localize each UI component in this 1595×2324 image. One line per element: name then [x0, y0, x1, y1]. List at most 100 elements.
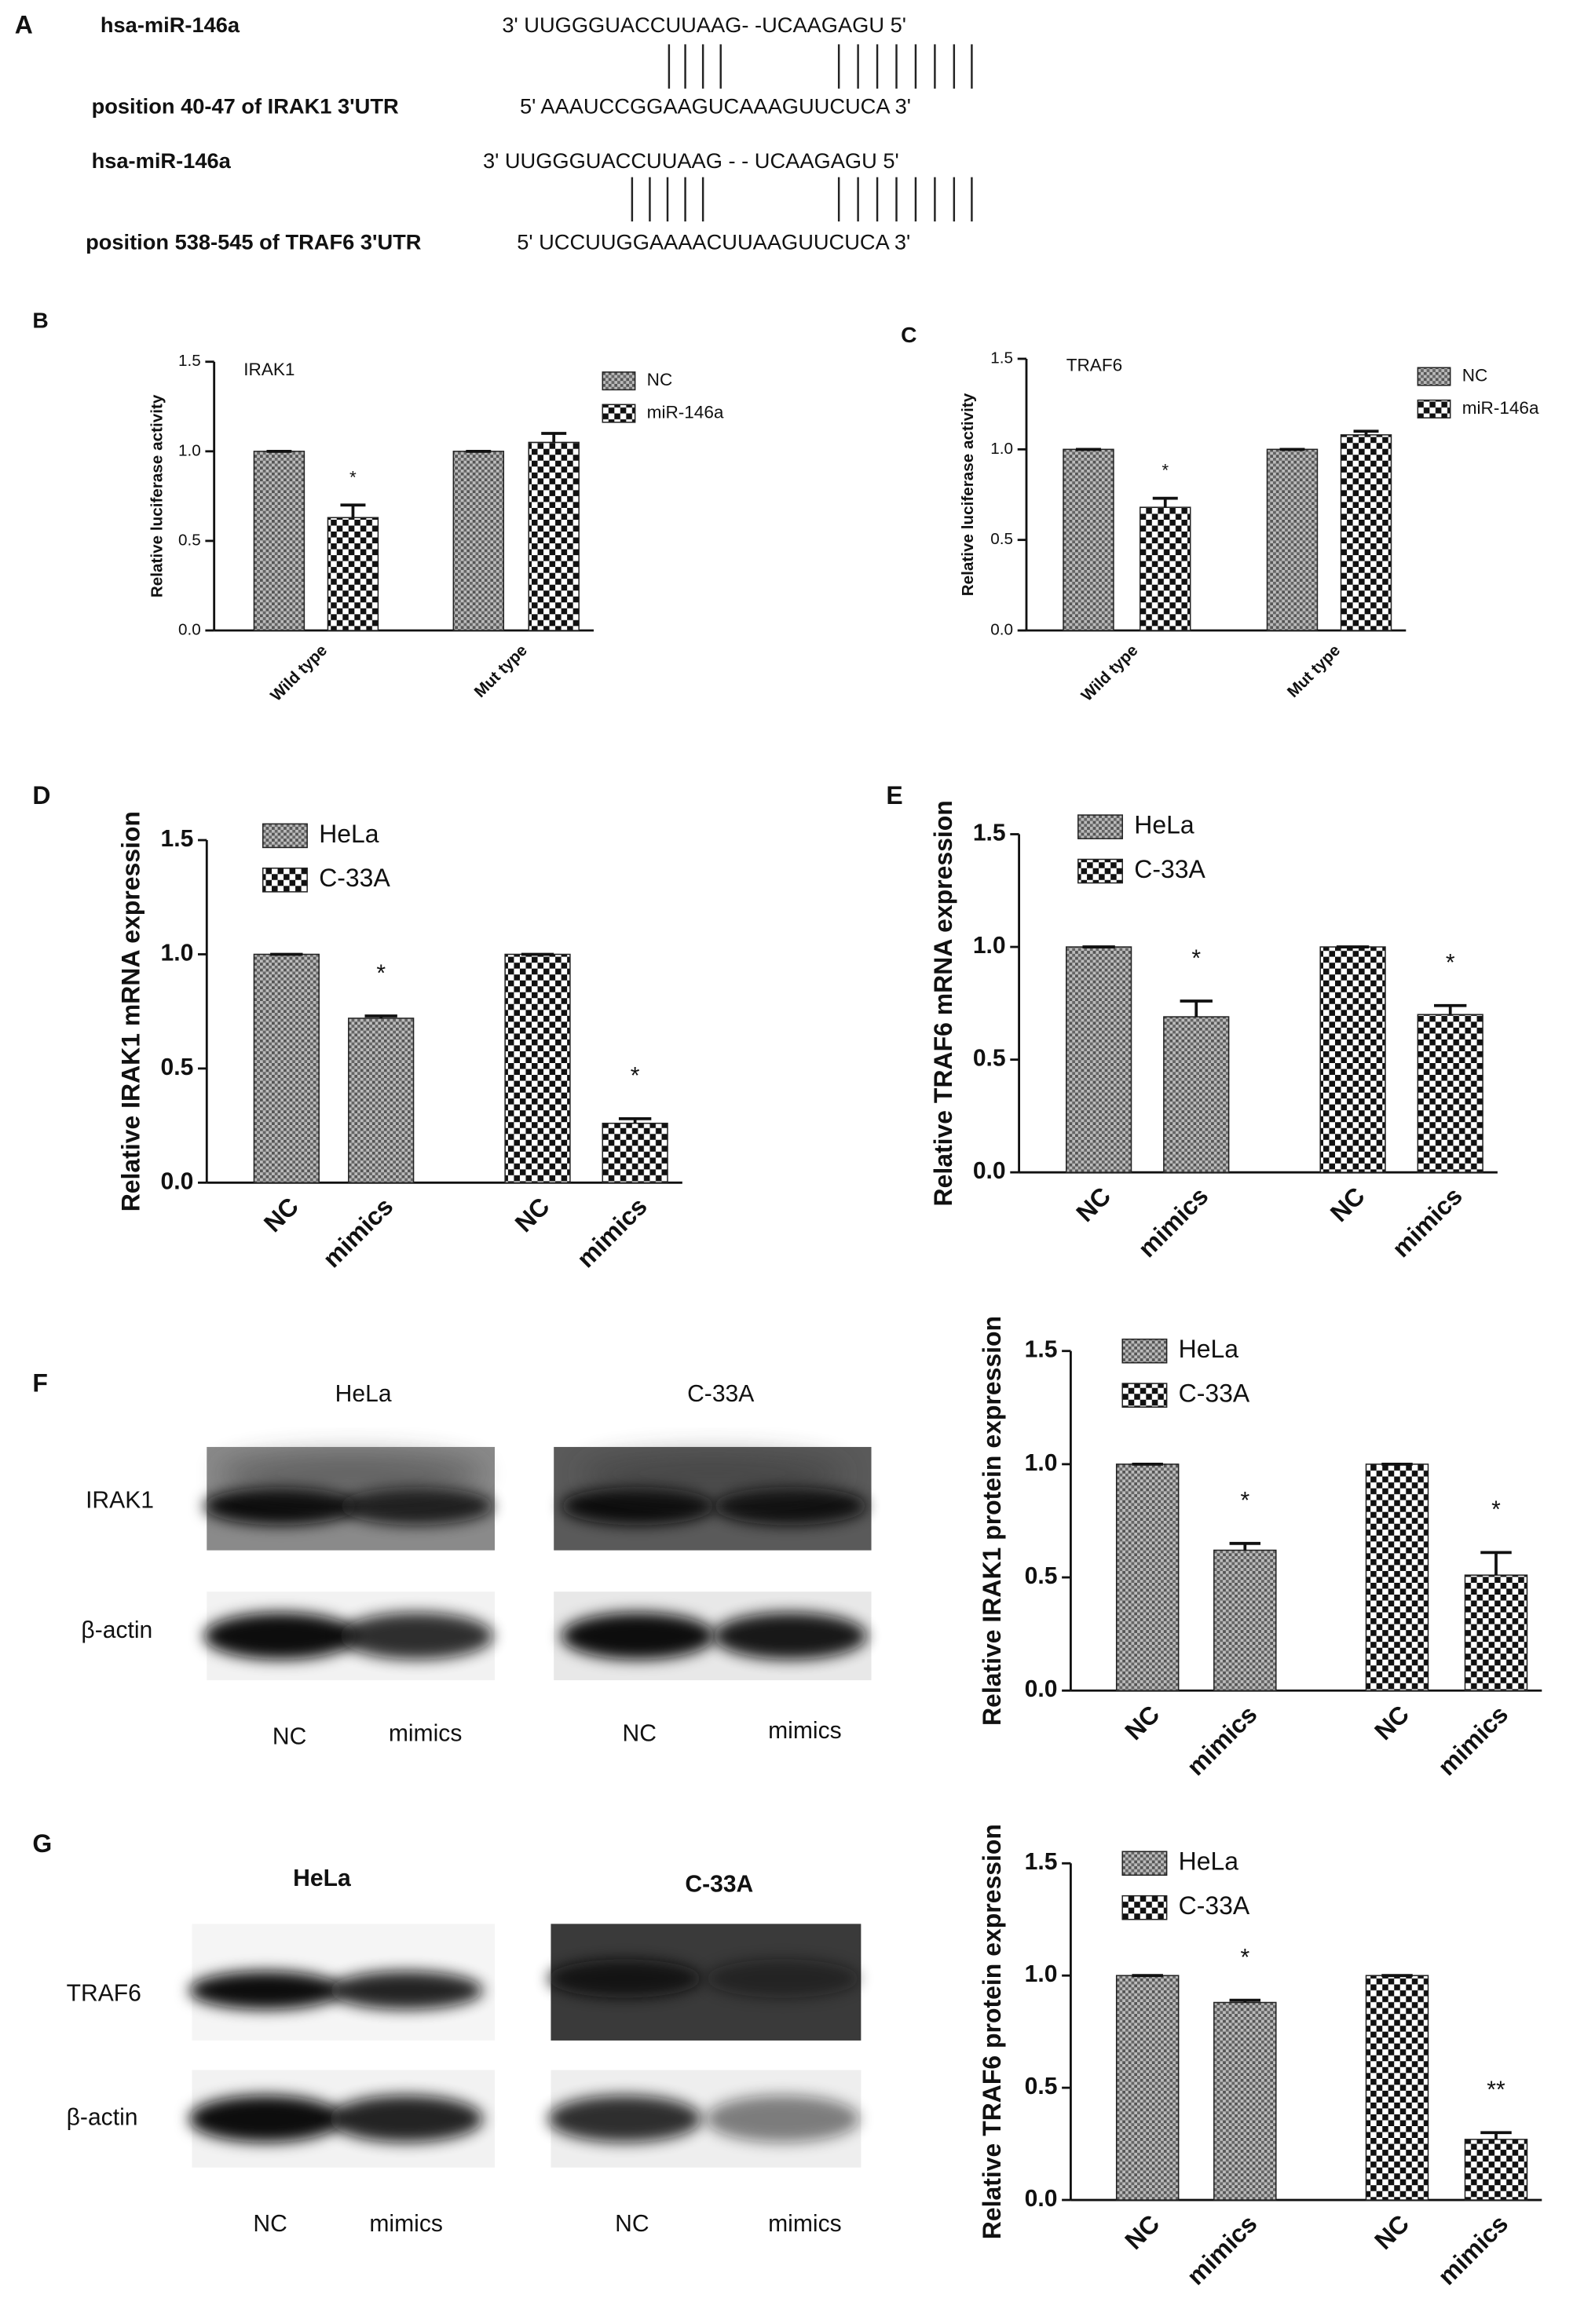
- bar: [253, 451, 305, 631]
- bar: [602, 1122, 668, 1184]
- cell-line-label: C-33A: [685, 1871, 753, 1897]
- legend-swatch: [1121, 1851, 1168, 1876]
- bar: [1464, 1574, 1528, 1691]
- blot-band: [188, 1971, 343, 2010]
- bar-chart: 0.0 0.5 1.0 1.5 Relative TRAF6 mRNA expressi…: [886, 781, 1498, 1262]
- legend-label: C-33A: [319, 864, 390, 892]
- sequence-name: hsa-miR-146a: [92, 148, 232, 173]
- blot-band: [203, 1486, 358, 1526]
- blot-smear: [580, 1452, 846, 1495]
- legend-swatch: [1077, 858, 1123, 884]
- blot-band: [705, 1959, 860, 1998]
- sequence: 3' UUGGGUACCUUAAG- -UCAAGAGU 5': [502, 13, 906, 37]
- legend-swatch: [262, 823, 308, 849]
- y-tick-label: 1.5: [973, 820, 1006, 846]
- legend-swatch: [262, 868, 308, 893]
- y-tick-label: 1.0: [1025, 1961, 1058, 1987]
- bar: [1163, 1016, 1230, 1173]
- y-tick-label: 1.5: [1025, 1337, 1058, 1363]
- significance-label: *: [1161, 461, 1169, 481]
- bar: [348, 1018, 415, 1184]
- bar: [1115, 1975, 1180, 2201]
- x-tick-label: NC: [1119, 2209, 1165, 2255]
- lane-label: NC: [623, 1721, 657, 1747]
- x-tick-label: Mut type: [471, 641, 531, 701]
- y-tick-label: 0.5: [1025, 1563, 1058, 1589]
- y-tick-label: 1.5: [161, 826, 194, 852]
- western-blot: F HeLa C-33A IRAK1 β-actin NC mimics NC mimics: [32, 1368, 872, 1749]
- y-tick-label: 0.5: [178, 531, 201, 549]
- bar: [504, 953, 571, 1184]
- panel-label: A: [15, 10, 33, 38]
- blot-band: [188, 2095, 343, 2143]
- sequence-name: position 538-545 of TRAF6 3'UTR: [86, 229, 422, 254]
- legend-swatch: [1417, 367, 1451, 386]
- significance-label: *: [349, 467, 357, 487]
- x-tick-label: NC: [1070, 1182, 1116, 1227]
- x-tick-label: NC: [1369, 2209, 1414, 2255]
- x-tick-label: NC: [1325, 1182, 1370, 1227]
- y-tick-label: 1.5: [1025, 1849, 1058, 1875]
- bar: [1319, 946, 1386, 1173]
- legend-label: C-33A: [1179, 1379, 1250, 1408]
- y-tick-label: 0.5: [990, 530, 1013, 548]
- blot-band: [705, 2095, 860, 2143]
- bar-chart: 0.0 0.5 1.0 1.5 Relative IRAK1 protein expre…: [978, 1316, 1542, 1781]
- bar: [1365, 1463, 1429, 1691]
- significance-label: **: [1487, 2077, 1505, 2103]
- legend-label: C-33A: [1179, 1891, 1250, 1920]
- significance-label: *: [1446, 950, 1455, 976]
- significance-label: *: [631, 1063, 640, 1089]
- panel-label: F: [32, 1368, 48, 1397]
- bar: [1417, 1014, 1483, 1173]
- blot-band: [329, 2095, 483, 2143]
- blot-band: [339, 1612, 494, 1660]
- x-tick-label: NC: [1119, 1700, 1165, 1745]
- y-axis-label: Relative luciferase activity: [148, 394, 166, 597]
- sequence-name: hsa-miR-146a: [101, 13, 240, 37]
- panel-label: B: [32, 307, 48, 332]
- sequence-name: position 40-47 of IRAK1 3'UTR: [92, 93, 399, 118]
- blot-band: [561, 1486, 715, 1526]
- legend-label: HeLa: [1179, 1335, 1239, 1363]
- x-tick-label: mimics: [1387, 1182, 1468, 1262]
- legend-label: HeLa: [319, 820, 379, 848]
- significance-label: *: [1491, 1497, 1501, 1523]
- lane-label: mimics: [768, 2211, 842, 2237]
- y-axis-label: Relative IRAK1 mRNA expression: [117, 811, 145, 1211]
- y-axis-label: Relative TRAF6 protein expression: [978, 1824, 1006, 2239]
- blot-band: [339, 1486, 494, 1526]
- lane-label: mimics: [389, 1721, 463, 1747]
- bar: [253, 953, 320, 1184]
- x-tick-label: NC: [258, 1192, 304, 1237]
- legend-swatch: [1121, 1338, 1168, 1364]
- blot-band: [713, 1486, 867, 1526]
- protein-label: β-actin: [67, 2105, 138, 2131]
- cell-line-label: HeLa: [293, 1865, 351, 1891]
- legend-label: miR-146a: [647, 403, 724, 422]
- panel-label: G: [32, 1829, 52, 1858]
- x-tick-label: mimics: [1181, 1700, 1262, 1781]
- x-tick-label: mimics: [1181, 2209, 1262, 2290]
- bar: [1365, 1975, 1429, 2201]
- significance-label: *: [1191, 945, 1201, 971]
- y-tick-label: 0.0: [990, 620, 1013, 638]
- x-tick-label: mimics: [572, 1192, 653, 1273]
- lane-label: mimics: [369, 2211, 443, 2237]
- sequence: 3' UUGGGUACCUUAAG - - UCAAGAGU 5': [483, 148, 899, 173]
- y-axis-label: Relative IRAK1 protein expression: [978, 1316, 1006, 1726]
- bar: [1063, 448, 1114, 631]
- y-tick-label: 0.0: [973, 1158, 1006, 1184]
- lane-label: NC: [615, 2211, 649, 2237]
- y-axis-label: Relative luciferase activity: [959, 393, 977, 596]
- x-tick-label: mimics: [1132, 1182, 1213, 1262]
- y-tick-label: 0.5: [1025, 2074, 1058, 2099]
- protein-label: TRAF6: [67, 1981, 141, 2007]
- protein-label: IRAK1: [86, 1487, 154, 1513]
- y-tick-label: 0.0: [1025, 2186, 1058, 2212]
- legend-swatch: [1121, 1895, 1168, 1920]
- panel-label: C: [901, 322, 916, 347]
- legend-swatch: [1121, 1383, 1168, 1408]
